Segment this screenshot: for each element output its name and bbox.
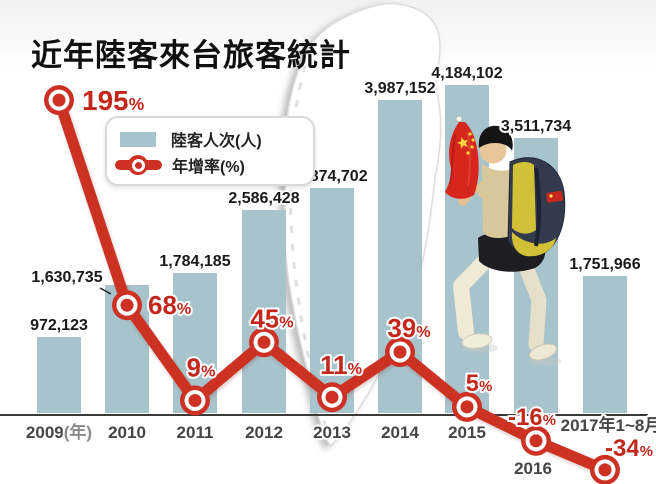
- x-axis-label: 2014: [381, 423, 419, 442]
- bar-value-label: 3,987,152: [364, 80, 435, 97]
- flag-small-star: [466, 151, 470, 155]
- chart-title: 近年陸客來台旅客統計: [31, 38, 351, 73]
- backpack-yellow-panel: [512, 162, 536, 234]
- bar: [583, 276, 627, 413]
- legend-row-bars: 陸客人次(人): [107, 129, 262, 150]
- x-axis-labels-group: 2009(年) 2010 2011 2012 2013 2014 2015 2016 2017年…: [24, 413, 656, 480]
- line-marker-core: [52, 93, 66, 107]
- x-axis-label: 2012: [245, 423, 283, 442]
- growth-pct-label: 5%: [466, 370, 493, 397]
- flag-patch-star: [549, 194, 553, 198]
- backpack-strap: [534, 167, 541, 247]
- x-axis-label: 2017年1~8月: [561, 415, 656, 435]
- x-axis-label: 2015: [448, 423, 486, 442]
- backpack-yellow-pouch: [511, 232, 556, 257]
- line-series-label: 年增率(%): [172, 159, 245, 176]
- flag-small-star: [470, 145, 474, 149]
- front-leg: [453, 252, 494, 340]
- black-cap: [478, 125, 513, 151]
- bar-value-label: 1,630,735: [31, 269, 102, 286]
- line-marker-core: [529, 434, 543, 448]
- growth-pct-label: 39%: [387, 313, 430, 343]
- growth-pct-labels-group: 195% 68% 9% 45% 11% 39% 5% -16% -34%: [80, 83, 655, 464]
- bar: [310, 188, 354, 413]
- line-marker-core: [188, 394, 202, 407]
- back-leg: [516, 254, 547, 352]
- backpacker-tourist-with-china-flag: [445, 115, 566, 366]
- growth-pct-label: -16%: [508, 404, 556, 431]
- line-marker-core: [257, 335, 271, 349]
- bar-series-swatch-icon: [120, 131, 156, 147]
- bar-value-label: 972,123: [30, 317, 88, 334]
- back-shoe: [529, 343, 557, 361]
- line-marker-core: [120, 298, 134, 312]
- bar-series-label: 陸客人次(人): [171, 133, 262, 150]
- bar: [242, 210, 286, 413]
- line-marker-core: [598, 463, 612, 477]
- x-axis-label: 2009(年): [26, 422, 92, 442]
- growth-pct-label: 11%: [320, 350, 362, 380]
- chart-legend: 陸客人次(人) 年增率(%): [105, 116, 315, 186]
- bar-value-label: 2,586,428: [228, 190, 299, 207]
- legend-row-line: 年增率(%): [107, 155, 245, 176]
- flag-small-star: [468, 132, 472, 136]
- line-series-marker-icon: [115, 155, 162, 175]
- torn-edge-texture: [288, 47, 328, 429]
- flag-patch: [546, 191, 563, 203]
- growth-pct-label: 9%: [187, 353, 216, 383]
- flag-fold: [449, 134, 456, 185]
- bar-value-labels-group: 972,1231,630,7351,784,1852,586,4282,874,…: [28, 63, 643, 336]
- value-label-leader-line: [99, 287, 112, 295]
- x-axis-label: 2010: [108, 423, 146, 442]
- bar-value-label: 3,511,734: [501, 118, 571, 135]
- line-marker-core: [460, 400, 474, 414]
- flag-big-star: [457, 137, 469, 149]
- bar-value-label: 1,784,185: [159, 253, 230, 270]
- x-axis-label: 2013: [313, 423, 351, 442]
- line-marker-core: [325, 390, 339, 404]
- growth-pct-label: 68%: [148, 290, 191, 320]
- bar-value-label: 4,184,102: [431, 65, 502, 82]
- front-shoe: [461, 333, 493, 349]
- flag-fold: [467, 131, 471, 187]
- growth-pct-label: 195%: [82, 85, 144, 116]
- flag-small-star: [471, 138, 475, 142]
- bar: [37, 337, 81, 413]
- sleeve: [473, 171, 501, 200]
- line-marker-core: [393, 345, 407, 359]
- growth-pct-label: -34%: [605, 435, 653, 462]
- x-axis-label: 2016: [514, 459, 552, 478]
- growth-pct-label: 45%: [250, 303, 293, 333]
- flag-pole-finial: [455, 115, 463, 123]
- growth-markers-group: [44, 85, 620, 484]
- x-axis-label: 2011: [177, 423, 214, 442]
- bar-value-label: 1,751,966: [569, 256, 640, 273]
